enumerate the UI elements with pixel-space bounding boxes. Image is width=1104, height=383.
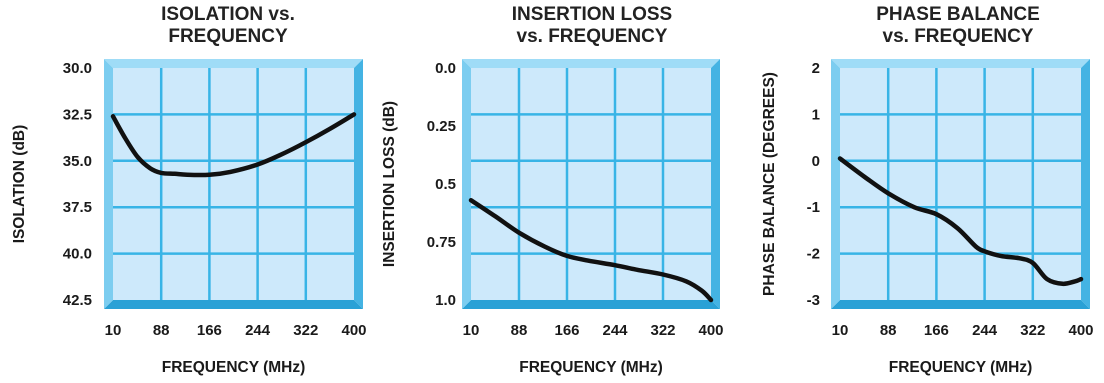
y-axis-label: ISOLATION (dB) xyxy=(11,125,28,244)
plot-area xyxy=(471,68,711,300)
x-tick-label: 88 xyxy=(153,322,170,339)
y-tick-label: 40.0 xyxy=(63,246,92,263)
x-tick-label: 166 xyxy=(924,322,949,339)
chart-title-line: vs. FREQUENCY xyxy=(517,26,668,47)
x-tick-label: 244 xyxy=(602,322,628,339)
frame-bevel-left xyxy=(462,59,471,309)
x-axis-label: FREQUENCY (MHz) xyxy=(889,359,1033,376)
y-tick-label: 0.75 xyxy=(427,234,456,251)
y-tick-label: 1.0 xyxy=(435,292,456,309)
y-tick-label: 30.0 xyxy=(63,60,92,77)
plot-area xyxy=(113,68,354,300)
y-tick-label: 2 xyxy=(812,60,820,77)
y-tick-label: -3 xyxy=(807,292,820,309)
x-tick-label: 88 xyxy=(511,322,528,339)
frame-bevel-right xyxy=(711,59,720,309)
frame-bevel-left xyxy=(104,59,113,309)
chart-title-line: ISOLATION vs. xyxy=(161,4,295,25)
y-tick-label: 0.25 xyxy=(427,118,456,135)
series-line xyxy=(468,197,714,303)
x-tick-label: 400 xyxy=(698,322,723,339)
series-line xyxy=(110,112,357,178)
frame-bevel-top xyxy=(104,59,363,68)
x-tick-label: 322 xyxy=(293,322,318,339)
frame-bevel-top xyxy=(831,59,1090,68)
x-tick-label: 400 xyxy=(1068,322,1093,339)
x-tick-label: 10 xyxy=(463,322,480,339)
y-tick-label: 35.0 xyxy=(63,153,92,170)
x-tick-label: 400 xyxy=(341,322,366,339)
y-tick-label: -1 xyxy=(807,199,820,216)
chart-title-line: INSERTION LOSS xyxy=(512,4,672,25)
x-tick-label: 244 xyxy=(245,322,271,339)
y-tick-label: 32.5 xyxy=(63,106,92,123)
y-axis-label: PHASE BALANCE (DEGREES) xyxy=(761,72,778,296)
x-tick-label: 322 xyxy=(1020,322,1045,339)
y-tick-label: 0.5 xyxy=(435,176,456,193)
x-tick-label: 166 xyxy=(197,322,222,339)
series-line xyxy=(837,156,1084,287)
frame-bevel-bottom xyxy=(462,300,720,309)
frame-bevel-bottom xyxy=(104,300,363,309)
frame-bevel-right xyxy=(354,59,363,309)
chart-title-line: vs. FREQUENCY xyxy=(883,26,1034,47)
x-tick-label: 88 xyxy=(880,322,897,339)
x-tick-label: 10 xyxy=(105,322,122,339)
y-tick-label: 0.0 xyxy=(435,60,456,77)
chart-title-line: FREQUENCY xyxy=(168,26,288,47)
chart-title-line: PHASE BALANCE xyxy=(876,4,1040,25)
frame-bevel-right xyxy=(1081,59,1090,309)
x-tick-label: 322 xyxy=(650,322,675,339)
frame-bevel-top xyxy=(462,59,720,68)
frame-bevel-bottom xyxy=(831,300,1090,309)
x-tick-label: 244 xyxy=(972,322,998,339)
x-axis-label: FREQUENCY (MHz) xyxy=(162,359,306,376)
frame-bevel-left xyxy=(831,59,840,309)
x-tick-label: 166 xyxy=(554,322,579,339)
y-axis-label: INSERTION LOSS (dB) xyxy=(381,101,398,267)
x-axis-label: FREQUENCY (MHz) xyxy=(519,359,663,376)
chart-panel-1: ISOLATION vs.FREQUENCY 10 88 166 244 322 400 30… xyxy=(11,4,367,376)
x-tick-label: 10 xyxy=(832,322,849,339)
y-tick-label: 42.5 xyxy=(63,292,92,309)
y-tick-label: 37.5 xyxy=(63,199,92,216)
y-tick-label: 1 xyxy=(812,106,820,123)
plot-area xyxy=(840,68,1081,300)
y-tick-label: -2 xyxy=(807,246,820,263)
y-tick-label: 0 xyxy=(812,153,820,170)
